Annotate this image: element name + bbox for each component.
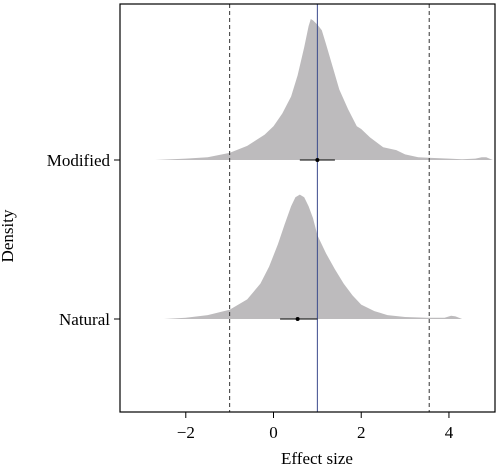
x-tick-label-0: −2 [177, 423, 195, 442]
x-tick-label-2: 2 [357, 423, 366, 442]
x-axis-title: Effect size [281, 449, 353, 468]
x-axis-ticks: −2 0 2 4 [177, 412, 454, 442]
reference-lines [229, 4, 430, 412]
point-estimate-natural [295, 317, 300, 321]
density-natural [163, 194, 463, 319]
y-tick-label-natural: Natural [59, 310, 110, 329]
x-tick-label-3: 4 [445, 423, 454, 442]
point-estimate-modified [315, 158, 320, 162]
interval-markers [280, 158, 335, 321]
density-modified [155, 19, 493, 160]
x-tick-label-1: 0 [269, 423, 278, 442]
y-axis-ticks: Modified Natural [47, 151, 120, 329]
y-axis-title: Density [0, 209, 17, 262]
density-ridges [155, 19, 493, 319]
y-tick-label-modified: Modified [47, 151, 111, 170]
plot-frame [119, 3, 496, 413]
